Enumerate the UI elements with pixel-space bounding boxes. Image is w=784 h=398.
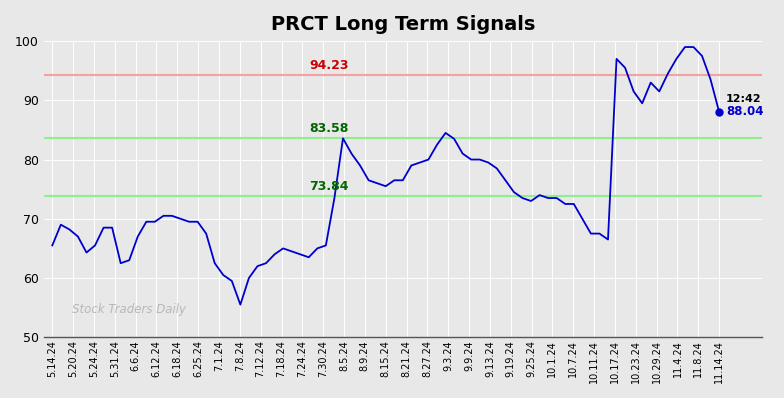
- Text: 83.58: 83.58: [310, 123, 349, 135]
- Text: 12:42: 12:42: [726, 94, 761, 104]
- Text: 88.04: 88.04: [726, 105, 764, 119]
- Text: Stock Traders Daily: Stock Traders Daily: [72, 304, 187, 316]
- Title: PRCT Long Term Signals: PRCT Long Term Signals: [270, 15, 535, 34]
- Text: 94.23: 94.23: [310, 59, 349, 72]
- Text: 73.84: 73.84: [310, 180, 349, 193]
